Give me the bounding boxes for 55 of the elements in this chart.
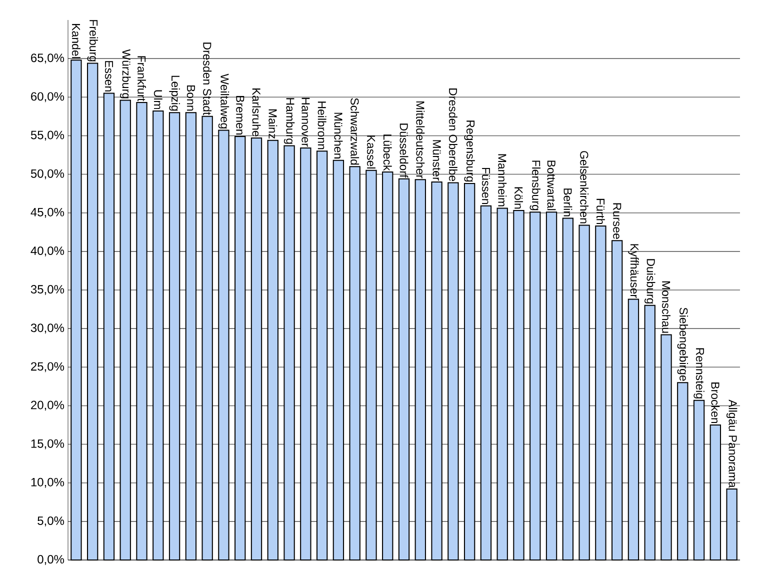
x-tick-label: Dresden Stadt xyxy=(203,42,212,116)
x-tick-label: Brocken xyxy=(711,382,720,424)
y-tick-label: 15,0% xyxy=(31,439,64,450)
x-tick-label: Düsseldorf xyxy=(400,124,408,178)
x-tick-label: Fürth xyxy=(596,198,605,224)
y-tick-label: 35,0% xyxy=(30,285,64,295)
x-tick-label: Kassel xyxy=(367,136,376,168)
x-tick-label: Berlin xyxy=(564,188,572,216)
x-tick-label: Schwarzwald xyxy=(350,98,360,165)
x-tick-label: Mitteldeutscher xyxy=(416,101,425,178)
y-tick-label: 40,0% xyxy=(30,246,64,256)
x-tick-label: Dresden Oberelbe xyxy=(448,88,458,182)
x-tick-label: Füssen xyxy=(482,168,490,204)
x-tick-label: Flensburg xyxy=(530,160,540,210)
y-tick-label: 25,0% xyxy=(31,362,64,372)
x-tick-label: Frankfurt xyxy=(138,56,146,102)
y-tick-label: 10,0% xyxy=(31,478,64,488)
x-tick-label: Bremen xyxy=(236,96,244,135)
x-tick-label: München xyxy=(334,112,343,158)
x-tick-label: Kandel xyxy=(72,24,80,58)
x-tick-label: Monschau xyxy=(662,281,670,333)
x-tick-label: Bottwartal xyxy=(547,160,556,210)
x-tick-label: Essen xyxy=(104,61,113,92)
x-tick-label: Freiburg xyxy=(87,20,98,62)
y-tick-label: 20,0% xyxy=(31,400,64,411)
x-tick-label: Köln xyxy=(514,187,523,209)
x-tick-label: Münster xyxy=(432,140,441,181)
y-tick-label: 60,0% xyxy=(31,92,64,102)
y-tick-label: 0,0% xyxy=(38,555,64,565)
x-tick-label: Duisburg xyxy=(644,259,656,304)
y-tick-label: 45,0% xyxy=(30,208,64,218)
x-tick-label: Gelsenkirchen xyxy=(580,151,589,224)
y-tick-label: 5,0% xyxy=(38,516,64,526)
x-tick-label: Rursee xyxy=(613,203,622,239)
x-tick-label: Würzburg xyxy=(120,49,131,98)
x-tick-label: Mainz xyxy=(268,109,278,139)
y-tick-label: 50,0% xyxy=(30,169,64,180)
x-tick-label: Lübeck xyxy=(383,134,392,171)
x-tick-label: Hamburg xyxy=(284,98,295,144)
x-tick-label: Bonn xyxy=(186,85,195,111)
x-tick-label: Kyffhäuser xyxy=(628,244,639,298)
x-tick-label: Ulm xyxy=(154,90,162,110)
x-tick-label: Allgäu Panorama xyxy=(726,400,738,488)
x-tick-label: Leipzig xyxy=(169,76,180,111)
x-tick-label: Regensburg xyxy=(464,120,475,182)
y-tick-label: 65,0% xyxy=(31,54,64,64)
x-tick-label: Mannheim xyxy=(498,154,507,206)
x-tick-label: Siebengebirge xyxy=(677,308,688,381)
y-tick-label: 30,0% xyxy=(30,324,64,334)
x-tick-label: Karlsruhe xyxy=(252,88,261,136)
x-tick-label: Rennsteig xyxy=(694,348,704,398)
x-tick-label: Hannover xyxy=(302,98,310,147)
x-tick-label: Weiltalweg xyxy=(218,74,230,128)
x-tick-label: Heilbronn xyxy=(318,102,326,150)
y-tick-label: 55,0% xyxy=(30,130,64,141)
